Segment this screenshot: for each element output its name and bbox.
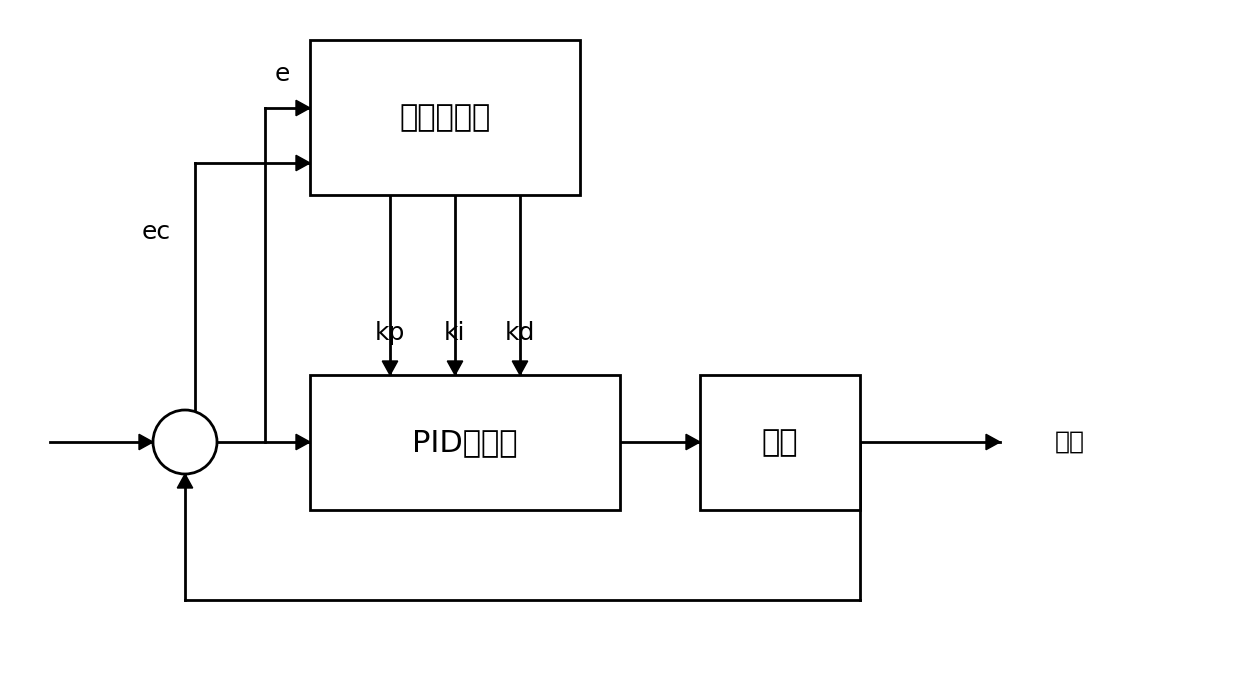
Text: ki: ki xyxy=(444,321,466,345)
Polygon shape xyxy=(686,434,701,450)
Polygon shape xyxy=(177,474,192,488)
Text: 对象: 对象 xyxy=(761,428,799,457)
Bar xyxy=(310,375,620,510)
Polygon shape xyxy=(296,434,310,450)
Polygon shape xyxy=(382,361,398,375)
Polygon shape xyxy=(296,100,310,116)
Polygon shape xyxy=(512,361,528,375)
Text: ec: ec xyxy=(143,220,171,244)
Polygon shape xyxy=(448,361,463,375)
Polygon shape xyxy=(986,434,999,450)
Text: 输出: 输出 xyxy=(1055,430,1085,454)
Bar xyxy=(310,40,580,195)
Text: kp: kp xyxy=(374,321,405,345)
Text: 模糊控制器: 模糊控制器 xyxy=(399,103,491,132)
Text: PID控制器: PID控制器 xyxy=(412,428,518,457)
Bar xyxy=(701,375,861,510)
Text: kd: kd xyxy=(505,321,536,345)
Circle shape xyxy=(153,410,217,474)
Polygon shape xyxy=(296,155,310,170)
Polygon shape xyxy=(139,434,153,450)
Text: e: e xyxy=(275,62,290,86)
